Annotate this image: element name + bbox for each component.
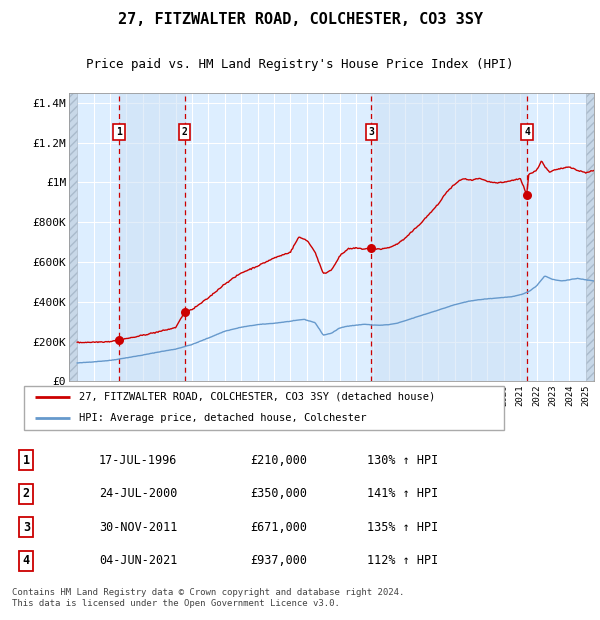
Bar (23, 386, 504, 430)
Text: HPI: Average price, detached house, Colchester: HPI: Average price, detached house, Colc… (79, 414, 366, 423)
Text: 135% ↑ HPI: 135% ↑ HPI (367, 521, 438, 534)
Text: £350,000: £350,000 (250, 487, 307, 500)
Text: 1: 1 (116, 127, 122, 137)
Text: 24-JUL-2000: 24-JUL-2000 (99, 487, 178, 500)
Text: 112% ↑ HPI: 112% ↑ HPI (367, 554, 438, 567)
Text: Contains HM Land Registry data © Crown copyright and database right 2024.
This d: Contains HM Land Registry data © Crown c… (12, 588, 404, 608)
Bar (371, 93, 527, 381)
Text: 04-JUN-2021: 04-JUN-2021 (99, 554, 178, 567)
Bar (69, 93, 77, 381)
Text: £937,000: £937,000 (250, 554, 307, 567)
Text: 3: 3 (368, 127, 374, 137)
Text: 17-JUL-1996: 17-JUL-1996 (99, 454, 178, 467)
Bar (119, 93, 185, 381)
Text: Price paid vs. HM Land Registry's House Price Index (HPI): Price paid vs. HM Land Registry's House … (86, 58, 514, 71)
Text: £671,000: £671,000 (250, 521, 307, 534)
Text: 27, FITZWALTER ROAD, COLCHESTER, CO3 3SY: 27, FITZWALTER ROAD, COLCHESTER, CO3 3SY (118, 12, 482, 27)
Text: 141% ↑ HPI: 141% ↑ HPI (367, 487, 438, 500)
Text: £210,000: £210,000 (250, 454, 307, 467)
Text: 130% ↑ HPI: 130% ↑ HPI (367, 454, 438, 467)
Text: 30-NOV-2011: 30-NOV-2011 (99, 521, 178, 534)
Text: 2: 2 (182, 127, 188, 137)
Text: 4: 4 (23, 554, 30, 567)
Text: 27, FITZWALTER ROAD, COLCHESTER, CO3 3SY (detached house): 27, FITZWALTER ROAD, COLCHESTER, CO3 3SY… (79, 392, 435, 402)
Text: 4: 4 (524, 127, 530, 137)
Text: 1: 1 (23, 454, 30, 467)
Text: 3: 3 (23, 521, 30, 534)
Text: 2: 2 (23, 487, 30, 500)
Bar (586, 93, 594, 381)
